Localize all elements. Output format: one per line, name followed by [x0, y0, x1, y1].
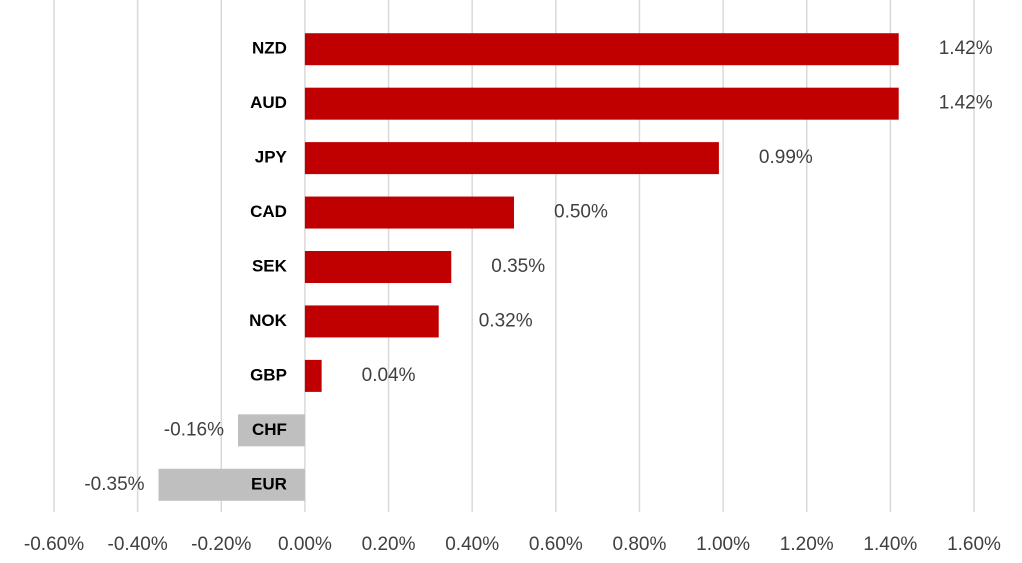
bar [158, 468, 305, 501]
category-label: NZD [252, 39, 287, 58]
x-tick-label: -0.40% [108, 534, 168, 555]
x-tick-label: -0.60% [24, 534, 84, 555]
bar [304, 251, 452, 283]
category-label: GBP [250, 365, 287, 384]
x-tick-label: 1.60% [947, 534, 1001, 555]
x-tick-label: 0.80% [613, 534, 667, 555]
data-label: 1.42% [939, 38, 993, 59]
x-tick-label: 0.40% [445, 534, 499, 555]
bar [304, 87, 899, 120]
x-tick-label: 1.40% [863, 534, 917, 555]
x-tick-label: 1.00% [696, 534, 750, 555]
data-label: 0.99% [759, 147, 813, 168]
data-label: 0.32% [479, 310, 533, 331]
category-label: SEK [252, 256, 288, 275]
category-label: EUR [251, 474, 287, 493]
bar [304, 359, 322, 392]
data-label: 0.04% [362, 365, 416, 386]
x-tick-label: -0.20% [191, 534, 251, 555]
x-tick-label: 0.00% [278, 534, 332, 555]
data-label: 0.35% [491, 256, 545, 277]
category-label: NOK [249, 311, 288, 330]
bar [304, 33, 899, 66]
data-label: 0.50% [554, 202, 608, 223]
bar [304, 196, 514, 229]
category-label: CHF [252, 420, 287, 439]
category-label: AUD [250, 93, 287, 112]
category-label: JPY [255, 148, 288, 167]
data-label: 1.42% [939, 93, 993, 114]
x-tick-label: 0.60% [529, 534, 583, 555]
bar [304, 142, 719, 175]
data-label: -0.16% [164, 419, 224, 440]
data-label: -0.35% [84, 474, 144, 495]
category-label: CAD [250, 202, 287, 221]
x-tick-label: 0.20% [362, 534, 416, 555]
bar [304, 305, 439, 338]
bar [238, 414, 305, 447]
x-tick-label: 1.20% [780, 534, 834, 555]
